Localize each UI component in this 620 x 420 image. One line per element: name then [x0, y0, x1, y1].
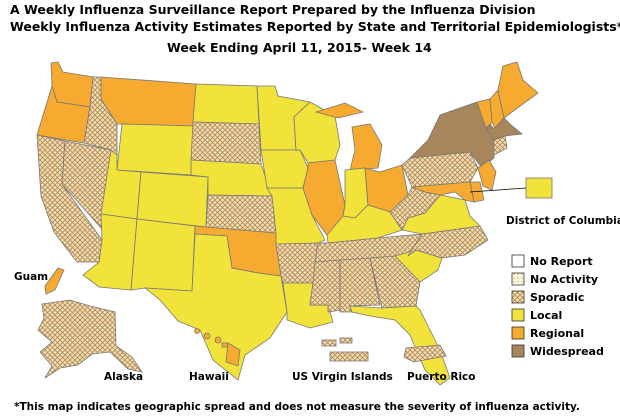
- footnote: *This map indicates geographic spread an…: [14, 401, 580, 413]
- usvi-label: US Virgin Islands: [292, 371, 393, 383]
- legend-swatch-widespread: [511, 344, 525, 358]
- state-WA: [50, 61, 94, 108]
- legend-label-sporadic: Sporadic: [530, 291, 584, 304]
- state-NV: [61, 140, 112, 229]
- state-MT: [100, 76, 197, 127]
- legend-swatch-regional: [511, 326, 525, 340]
- puerto-rico-label: Puerto Rico: [407, 371, 475, 383]
- state-NJ: [477, 159, 497, 191]
- legend-label-regional: Regional: [530, 327, 584, 340]
- legend-swatch-sporadic: [511, 290, 525, 304]
- legend-swatch-no-activity: [511, 272, 525, 286]
- state-SD: [190, 121, 262, 165]
- state-CT: [493, 135, 508, 156]
- state-AK: [37, 299, 143, 379]
- territory-VI: [321, 337, 369, 362]
- legend-label-no-report: No Report: [530, 255, 593, 268]
- state-FL: [349, 305, 451, 386]
- state-MD: [411, 181, 475, 203]
- alaska-label: Alaska: [104, 371, 143, 383]
- state-MS: [309, 259, 341, 313]
- state-AR: [275, 242, 319, 284]
- territory-GU: [44, 267, 65, 295]
- hawaii-label: Hawaii: [189, 371, 229, 383]
- state-IA: [260, 149, 309, 189]
- legend-label-no-activity: No Activity: [530, 273, 598, 286]
- report-title: A Weekly Influenza Surveillance Report P…: [10, 2, 536, 17]
- state-TX: [143, 233, 288, 381]
- state-NM: [130, 218, 196, 292]
- state-DC: [525, 177, 553, 199]
- dc-leader-line: [469, 187, 527, 193]
- legend: No Report No Activity Sporadic Local Reg…: [511, 254, 604, 358]
- state-HI: [194, 328, 241, 367]
- state-KS: [205, 194, 277, 234]
- state-CO: [136, 171, 209, 228]
- state-ND: [192, 83, 260, 125]
- report-subtitle: Weekly Influenza Activity Estimates Repo…: [10, 19, 620, 34]
- guam-label: Guam: [14, 271, 48, 283]
- legend-swatch-local: [511, 308, 525, 322]
- legend-label-widespread: Widespread: [530, 345, 604, 358]
- state-ME: [497, 61, 539, 119]
- state-WY: [116, 123, 194, 176]
- legend-label-local: Local: [530, 309, 562, 322]
- state-MI: [314, 102, 383, 171]
- legend-swatch-no-report: [511, 254, 525, 268]
- week-label: Week Ending April 11, 2015- Week 14: [167, 40, 432, 55]
- dc-label: District of Columbia: [506, 215, 620, 227]
- territory-PR: [403, 344, 447, 363]
